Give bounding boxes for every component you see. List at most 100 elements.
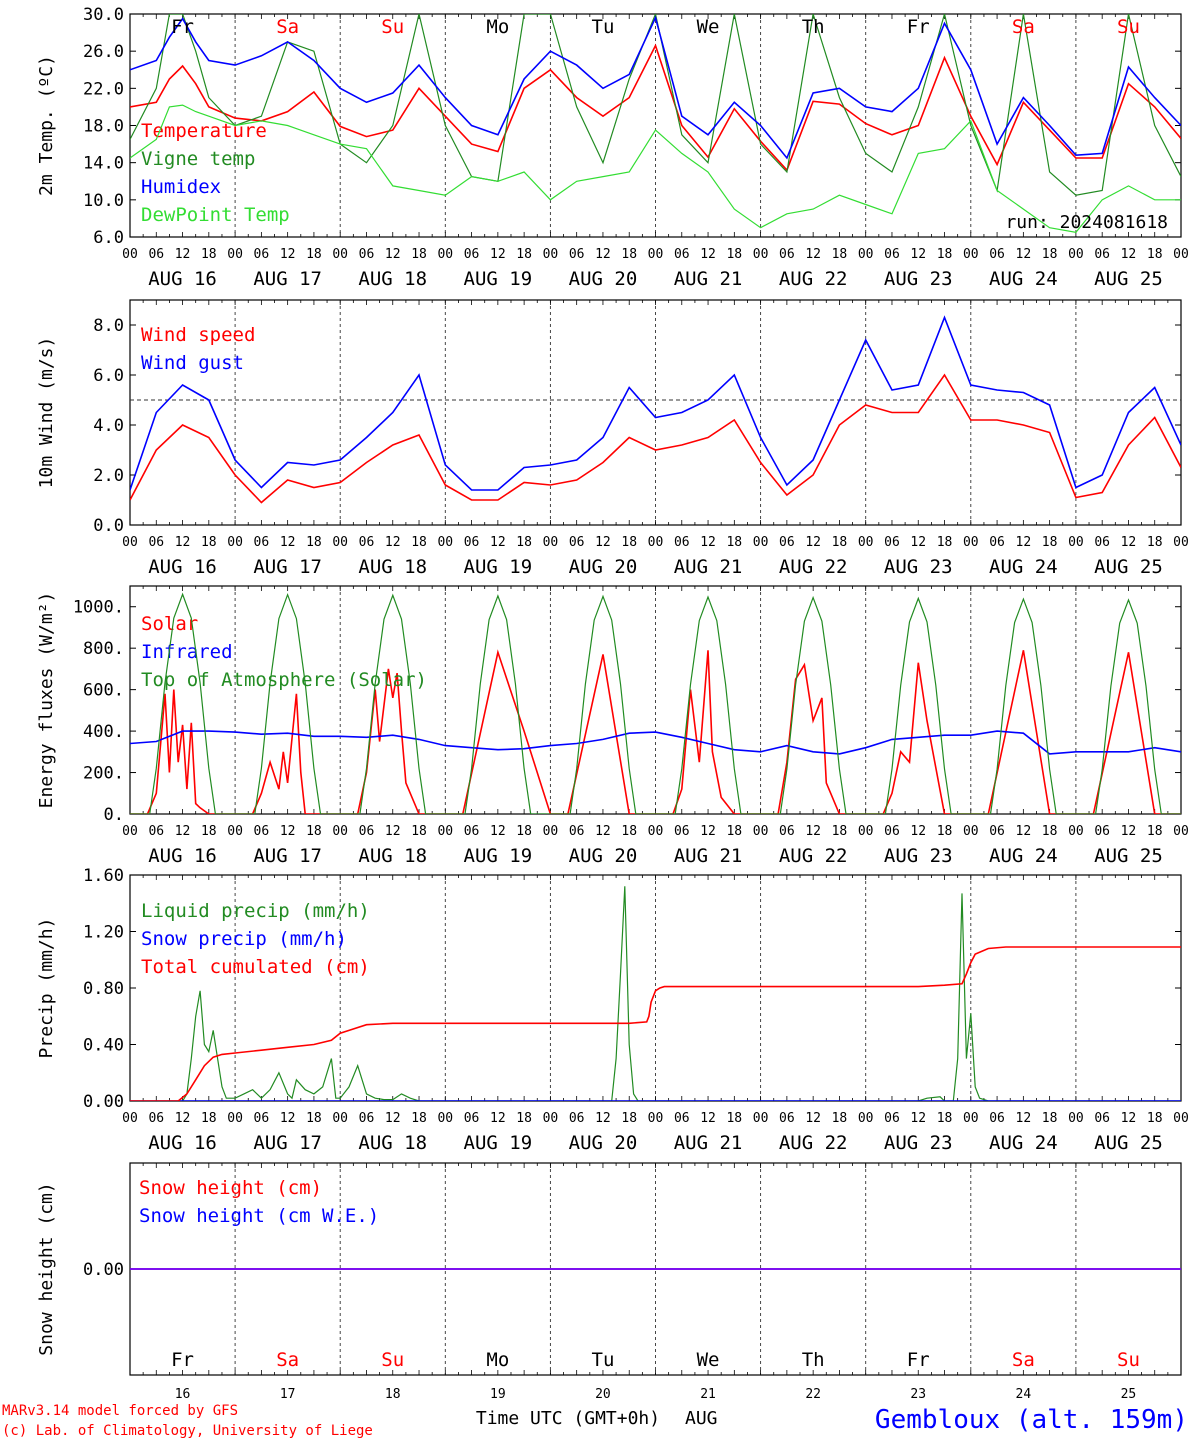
date-label: AUG 21 [674, 556, 743, 578]
y-tick-label: 14.0 [83, 154, 124, 174]
date-label: AUG 21 [674, 1132, 743, 1154]
date-label: AUG 16 [148, 845, 217, 867]
hour-tick-label: 06 [148, 535, 164, 550]
date-label: AUG 16 [148, 1132, 217, 1154]
day-number-label: 25 [1121, 1387, 1137, 1402]
y-tick-label: 10.0 [83, 191, 124, 211]
weekday-label: Sa [1012, 1349, 1035, 1371]
day-number-label: 23 [910, 1387, 926, 1402]
legend-snow-precip-mm-h-: Snow precip (mm/h) [141, 928, 347, 950]
hour-tick-label: 18 [516, 824, 532, 839]
weekday-label: Su [1117, 1349, 1140, 1371]
plot-frame [129, 299, 1182, 526]
hour-tick-label: 18 [621, 1111, 637, 1126]
hour-tick-label: 12 [595, 824, 611, 839]
hour-tick-label: 06 [674, 535, 690, 550]
day-number-label: 16 [175, 1387, 191, 1402]
hour-tick-label: 00 [858, 247, 874, 262]
hour-tick-label: 12 [280, 824, 296, 839]
hour-tick-label: 06 [884, 1111, 900, 1126]
series-line-infrared [130, 730, 1181, 755]
hour-tick-label: 18 [832, 824, 848, 839]
y-axis-label: Energy fluxes (W/m²) [36, 592, 57, 809]
y-axis-label: 10m Wind (m/s) [36, 337, 57, 489]
hour-tick-label: 18 [201, 247, 217, 262]
y-tick-label: 30.0 [83, 5, 124, 25]
series-line-humidex [130, 15, 1181, 160]
hour-tick-label: 00 [122, 824, 138, 839]
hour-tick-label: 00 [332, 1111, 348, 1126]
y-tick-label: 1000. [73, 598, 124, 618]
date-label: AUG 17 [253, 1132, 322, 1154]
legend-humidex: Humidex [141, 176, 221, 198]
legend-vigne-temp: Vigne temp [141, 148, 255, 170]
hour-tick-label: 06 [359, 824, 375, 839]
date-label: AUG 23 [884, 556, 953, 578]
hour-tick-label: 18 [306, 1111, 322, 1126]
hour-tick-label: 18 [306, 247, 322, 262]
weekday-label: We [697, 16, 720, 38]
hour-tick-label: 00 [753, 535, 769, 550]
hour-tick-label: 00 [122, 1111, 138, 1126]
weekday-label: Su [381, 16, 404, 38]
hour-tick-label: 06 [464, 824, 480, 839]
panel-1: 6.0 10.0 14.0 18.0 22.0 26.0 30.0 2m Temp. (ºC)… [36, 5, 1189, 290]
series-line-wind-speed [130, 373, 1181, 504]
y-tick-label: 1.60 [83, 866, 124, 886]
hour-tick-label: 18 [516, 1111, 532, 1126]
hour-tick-label: 00 [227, 535, 243, 550]
date-label: AUG 21 [674, 268, 743, 290]
hour-tick-label: 06 [1094, 1111, 1110, 1126]
hour-tick-label: 00 [1173, 535, 1189, 550]
hour-tick-label: 00 [543, 824, 559, 839]
hour-tick-label: 06 [148, 1111, 164, 1126]
hour-tick-label: 00 [122, 247, 138, 262]
y-tick-label: 18.0 [83, 117, 124, 137]
hour-tick-label: 06 [779, 1111, 795, 1126]
hour-tick-label: 00 [227, 1111, 243, 1126]
weekday-label: Sa [276, 1349, 299, 1371]
hour-tick-label: 06 [569, 824, 585, 839]
hour-tick-label: 06 [989, 1111, 1005, 1126]
hour-tick-label: 18 [201, 824, 217, 839]
x-axis-title: Time UTC (GMT+0h) [476, 1408, 660, 1429]
date-label: AUG 20 [569, 1132, 638, 1154]
panel-5: 0.00 Snow height (cm) Snow height (cm) Snow… [36, 1162, 1182, 1376]
hour-tick-label: 06 [989, 824, 1005, 839]
hour-tick-label: 00 [963, 824, 979, 839]
hour-tick-label: 00 [543, 1111, 559, 1126]
hour-tick-label: 00 [963, 535, 979, 550]
hour-tick-label: 06 [884, 535, 900, 550]
weekday-label: Mo [486, 16, 509, 38]
weekday-label: Fr [907, 16, 930, 38]
day-number-label: 22 [805, 1387, 821, 1402]
hour-tick-label: 12 [490, 1111, 506, 1126]
hour-tick-label: 18 [1147, 535, 1163, 550]
date-label: AUG 23 [884, 1132, 953, 1154]
hour-tick-label: 18 [411, 247, 427, 262]
hour-tick-label: 12 [175, 824, 191, 839]
date-label: AUG 19 [464, 1132, 533, 1154]
hour-tick-label: 00 [753, 247, 769, 262]
hour-tick-label: 12 [385, 1111, 401, 1126]
hour-tick-label: 12 [805, 824, 821, 839]
hour-tick-label: 12 [595, 535, 611, 550]
date-label: AUG 18 [358, 268, 427, 290]
hour-tick-label: 06 [464, 1111, 480, 1126]
y-tick-label: 0.00 [83, 1260, 124, 1280]
hour-tick-label: 18 [1147, 824, 1163, 839]
hour-tick-label: 12 [700, 535, 716, 550]
weekday-label: Mo [486, 1349, 509, 1371]
hour-tick-label: 00 [1068, 1111, 1084, 1126]
y-tick-label: 4.0 [93, 416, 124, 436]
hour-tick-label: 00 [543, 247, 559, 262]
hour-tick-label: 12 [700, 1111, 716, 1126]
series-line-wind-gust [130, 315, 1181, 491]
hour-tick-label: 12 [700, 824, 716, 839]
date-label: AUG 22 [779, 845, 848, 867]
weekday-label: Su [381, 1349, 404, 1371]
hour-tick-label: 12 [910, 247, 926, 262]
y-axis-label: 2m Temp. (ºC) [36, 55, 57, 196]
hour-tick-label: 12 [175, 1111, 191, 1126]
hour-tick-label: 06 [884, 247, 900, 262]
